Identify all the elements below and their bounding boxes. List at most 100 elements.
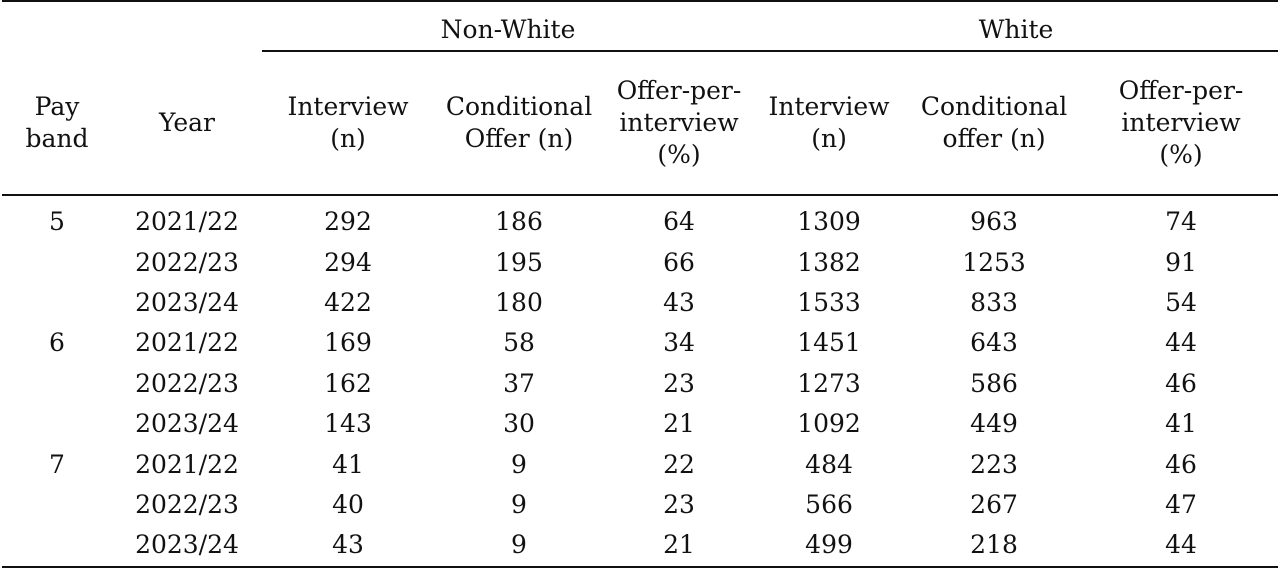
table-row: 2023/24 143 30 21 1092 449 41: [2, 404, 1278, 444]
table-row: 2022/23 294 195 66 1382 1253 91: [2, 242, 1278, 282]
cell-w-interview: 484: [805, 449, 853, 479]
cell-nw-offer-per-interview: 66: [663, 247, 695, 277]
cell-nw-conditional-offer: 195: [495, 247, 543, 277]
cell-nw-conditional-offer: 180: [495, 287, 543, 317]
cell-nw-conditional-offer: 58: [503, 328, 535, 358]
cell-w-interview: 499: [754, 525, 905, 568]
cell-year: 2021/22: [135, 449, 239, 479]
group-spacer: [2, 0, 112, 51]
cell-nw-interview: 162: [324, 368, 372, 398]
cell-nw-conditional-offer: 9: [434, 525, 604, 568]
cell-w-conditional-offer: 833: [970, 287, 1018, 317]
cell-nw-interview: 43: [262, 525, 434, 568]
column-header-label: Interview (n): [287, 92, 409, 153]
cell-w-interview: 1533: [797, 287, 861, 317]
cell-nw-interview: 41: [332, 449, 364, 479]
cell-nw-offer-per-interview: 64: [663, 207, 695, 237]
group-header-white: White: [754, 0, 1279, 52]
column-header-w-interview: Interview (n): [754, 51, 905, 196]
cell-w-offer-per-interview: 54: [1165, 287, 1197, 317]
cell-w-interview: 1092: [797, 409, 861, 439]
cell-nw-interview: 169: [324, 328, 372, 358]
cell-w-interview: 1382: [797, 247, 861, 277]
cell-year: 2023/24: [135, 409, 239, 439]
cell-nw-offer-per-interview: 22: [663, 449, 695, 479]
column-header-label: Interview (n): [768, 92, 890, 153]
cell-w-offer-per-interview: 41: [1165, 409, 1197, 439]
cell-nw-conditional-offer: 9: [511, 489, 527, 519]
cell-year: 2022/23: [135, 368, 239, 398]
table-row: 5 2021/22 292 186 64 1309 963 74: [2, 195, 1278, 242]
cell-year: 2022/23: [135, 489, 239, 519]
cell-nw-interview: 143: [324, 409, 372, 439]
cell-w-interview: 1273: [797, 368, 861, 398]
cell-w-interview: 1309: [797, 207, 861, 237]
cell-nw-conditional-offer: 9: [511, 449, 527, 479]
cell-nw-interview: 422: [324, 287, 372, 317]
table-row: 7 2021/22 41 9 22 484 223 46: [2, 444, 1278, 484]
group-header-row: Non-White White: [2, 0, 1279, 52]
cell-nw-interview: 40: [332, 489, 364, 519]
table-row: 2022/23 40 9 23 566 267 47: [2, 485, 1278, 525]
column-header-row: Pay band Year Interview (n) Conditional …: [2, 51, 1279, 196]
column-header-label: Offer-per-interview (%): [616, 76, 742, 169]
cell-nw-offer-per-interview: 21: [663, 409, 695, 439]
table-body: 5 2021/22 292 186 64 1309 963 74 2022/23 294 195 66…: [2, 195, 1279, 568]
cell-w-offer-per-interview: 44: [1165, 328, 1197, 358]
column-header-nw-offer-per-interview: Offer-per-interview (%): [604, 51, 755, 196]
group-spacer: [112, 0, 262, 51]
cell-w-conditional-offer: 1253: [962, 247, 1026, 277]
cell-nw-offer-per-interview: 43: [663, 287, 695, 317]
column-header-label: Conditional Offer (n): [445, 92, 593, 153]
cell-w-conditional-offer: 643: [970, 328, 1018, 358]
column-header-label: Conditional offer (n): [920, 92, 1068, 153]
cell-nw-offer-per-interview: 21: [604, 525, 755, 568]
column-header-w-conditional-offer: Conditional offer (n): [904, 51, 1085, 196]
column-header-label: Pay band: [25, 91, 89, 153]
cell-year: 2021/22: [135, 328, 239, 358]
cell-w-conditional-offer: 586: [970, 368, 1018, 398]
cell-w-offer-per-interview: 74: [1165, 207, 1197, 237]
cell-w-interview: 566: [805, 489, 853, 519]
cell-pay-band: 6: [49, 328, 65, 358]
table-row: 2022/23 162 37 23 1273 586 46: [2, 364, 1278, 404]
cell-w-offer-per-interview: 46: [1165, 368, 1197, 398]
group-header-non-white: Non-White: [262, 0, 755, 52]
column-header-nw-interview: Interview (n): [262, 51, 434, 196]
cell-w-conditional-offer: 963: [970, 207, 1018, 237]
cell-pay-band: 7: [49, 449, 65, 479]
cell-w-conditional-offer: 267: [970, 489, 1018, 519]
cell-w-conditional-offer: 449: [970, 409, 1018, 439]
cell-pay-band: [2, 404, 112, 444]
cell-w-offer-per-interview: 44: [1084, 525, 1279, 568]
table-row: 2023/24 43 9 21 499 218 44: [2, 525, 1279, 568]
cell-year: 2023/24: [135, 287, 239, 317]
cell-pay-band: [2, 242, 112, 282]
cell-nw-interview: 294: [324, 247, 372, 277]
column-header-year: Year: [112, 51, 262, 196]
cell-nw-conditional-offer: 30: [503, 409, 535, 439]
column-header-nw-conditional-offer: Conditional Offer (n): [434, 51, 604, 196]
cell-nw-conditional-offer: 37: [503, 368, 535, 398]
cell-nw-offer-per-interview: 23: [663, 368, 695, 398]
cell-year: 2021/22: [135, 207, 239, 237]
cell-nw-offer-per-interview: 23: [663, 489, 695, 519]
column-header-label: Offer-per-interview (%): [1118, 76, 1244, 169]
cell-w-offer-per-interview: 46: [1165, 449, 1197, 479]
cell-pay-band: [2, 525, 112, 568]
column-header-w-offer-per-interview: Offer-per-interview (%): [1084, 51, 1279, 196]
cell-w-conditional-offer: 218: [904, 525, 1085, 568]
cell-pay-band: [2, 485, 112, 525]
cell-nw-offer-per-interview: 34: [663, 328, 695, 358]
table-header: Non-White White Pay band Year Interview …: [2, 0, 1279, 196]
cell-nw-interview: 292: [324, 207, 372, 237]
cell-pay-band: 5: [49, 207, 65, 237]
column-header-pay-band: Pay band: [2, 51, 112, 196]
cell-w-interview: 1451: [797, 328, 861, 358]
cell-pay-band: [2, 364, 112, 404]
cell-year: 2023/24: [112, 525, 262, 568]
table-row: 6 2021/22 169 58 34 1451 643 44: [2, 323, 1278, 363]
cell-w-offer-per-interview: 47: [1165, 489, 1197, 519]
